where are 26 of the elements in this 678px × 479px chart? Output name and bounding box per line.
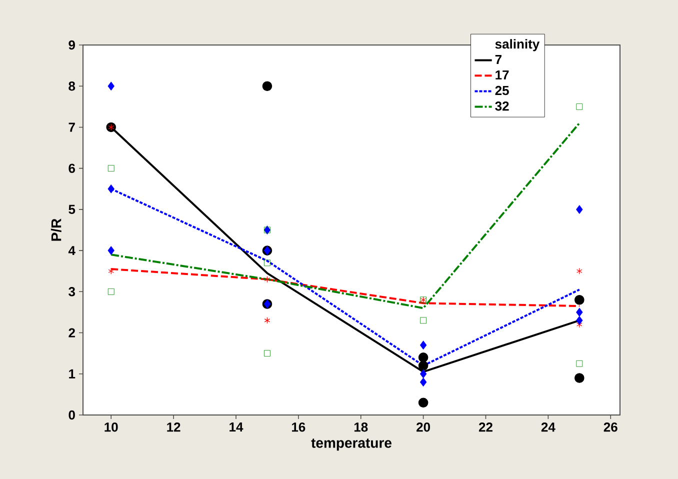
y-tick-label: 2 xyxy=(68,328,75,338)
x-tick-label: 12 xyxy=(167,422,180,432)
x-tick-label: 14 xyxy=(230,422,244,432)
y-tick-label: 5 xyxy=(68,204,76,214)
y-tick-label: 9 xyxy=(68,40,75,50)
y-tick-label: 4 xyxy=(68,246,76,256)
legend-label: 25 xyxy=(495,86,509,96)
y-tick-label: 0 xyxy=(68,410,75,420)
y-tick-label: 1 xyxy=(69,369,76,378)
y-axis-title: P/R xyxy=(50,218,62,241)
x-tick-label: 10 xyxy=(104,422,118,432)
x-tick-label: 26 xyxy=(604,422,618,432)
x-tick-label: 18 xyxy=(354,422,368,432)
y-tick-label: 3 xyxy=(68,287,75,296)
x-tick-label: 22 xyxy=(478,422,492,432)
legend-label: 32 xyxy=(495,101,509,111)
legend-label: 17 xyxy=(496,70,509,80)
legend-title: salinity xyxy=(495,39,540,52)
x-axis-title: temperature xyxy=(311,438,392,451)
x-tick-label: 16 xyxy=(292,422,306,432)
y-tick-label: 6 xyxy=(68,164,75,173)
x-tick-label: 20 xyxy=(416,422,430,432)
y-tick-label: 8 xyxy=(68,82,76,91)
x-tick-label: 24 xyxy=(541,422,556,432)
y-tick-label: 7 xyxy=(68,122,75,132)
legend-label: 7 xyxy=(495,55,502,64)
